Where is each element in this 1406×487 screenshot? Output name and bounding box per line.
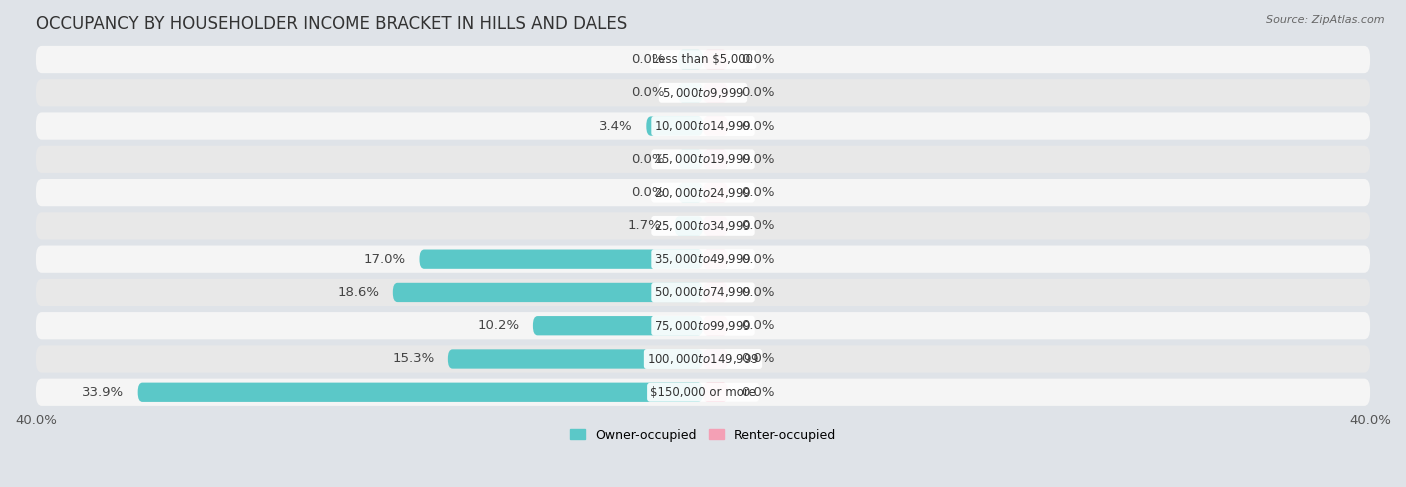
Text: $75,000 to $99,999: $75,000 to $99,999 xyxy=(654,318,752,333)
Text: 15.3%: 15.3% xyxy=(392,353,434,365)
FancyBboxPatch shape xyxy=(37,378,1369,406)
FancyBboxPatch shape xyxy=(703,83,728,102)
Text: 0.0%: 0.0% xyxy=(741,220,775,232)
Text: 0.0%: 0.0% xyxy=(631,186,665,199)
Text: Less than $5,000: Less than $5,000 xyxy=(652,53,754,66)
FancyBboxPatch shape xyxy=(392,283,703,302)
FancyBboxPatch shape xyxy=(533,316,703,336)
FancyBboxPatch shape xyxy=(678,50,703,69)
Text: $5,000 to $9,999: $5,000 to $9,999 xyxy=(662,86,744,100)
Text: $20,000 to $24,999: $20,000 to $24,999 xyxy=(654,186,752,200)
Text: 10.2%: 10.2% xyxy=(478,319,520,332)
Text: 17.0%: 17.0% xyxy=(364,253,406,266)
Text: 0.0%: 0.0% xyxy=(741,319,775,332)
Text: 0.0%: 0.0% xyxy=(741,353,775,365)
Text: $25,000 to $34,999: $25,000 to $34,999 xyxy=(654,219,752,233)
Text: 0.0%: 0.0% xyxy=(741,120,775,132)
Text: 1.7%: 1.7% xyxy=(627,220,661,232)
FancyBboxPatch shape xyxy=(37,279,1369,306)
Text: $50,000 to $74,999: $50,000 to $74,999 xyxy=(654,285,752,300)
FancyBboxPatch shape xyxy=(703,116,728,136)
Text: 0.0%: 0.0% xyxy=(631,86,665,99)
FancyBboxPatch shape xyxy=(675,216,703,236)
FancyBboxPatch shape xyxy=(703,50,728,69)
FancyBboxPatch shape xyxy=(703,283,728,302)
FancyBboxPatch shape xyxy=(678,183,703,202)
FancyBboxPatch shape xyxy=(678,150,703,169)
Text: $150,000 or more: $150,000 or more xyxy=(650,386,756,399)
Legend: Owner-occupied, Renter-occupied: Owner-occupied, Renter-occupied xyxy=(565,424,841,447)
FancyBboxPatch shape xyxy=(703,349,728,369)
Text: 0.0%: 0.0% xyxy=(741,386,775,399)
FancyBboxPatch shape xyxy=(37,245,1369,273)
FancyBboxPatch shape xyxy=(703,216,728,236)
FancyBboxPatch shape xyxy=(647,116,703,136)
Text: $35,000 to $49,999: $35,000 to $49,999 xyxy=(654,252,752,266)
Text: Source: ZipAtlas.com: Source: ZipAtlas.com xyxy=(1267,15,1385,25)
Text: $10,000 to $14,999: $10,000 to $14,999 xyxy=(654,119,752,133)
FancyBboxPatch shape xyxy=(703,383,728,402)
Text: $15,000 to $19,999: $15,000 to $19,999 xyxy=(654,152,752,167)
Text: 0.0%: 0.0% xyxy=(631,53,665,66)
Text: 0.0%: 0.0% xyxy=(741,153,775,166)
FancyBboxPatch shape xyxy=(678,83,703,102)
FancyBboxPatch shape xyxy=(419,249,703,269)
Text: 33.9%: 33.9% xyxy=(82,386,124,399)
FancyBboxPatch shape xyxy=(449,349,703,369)
FancyBboxPatch shape xyxy=(37,46,1369,73)
FancyBboxPatch shape xyxy=(703,150,728,169)
Text: 18.6%: 18.6% xyxy=(337,286,380,299)
Text: 0.0%: 0.0% xyxy=(631,153,665,166)
Text: 0.0%: 0.0% xyxy=(741,253,775,266)
FancyBboxPatch shape xyxy=(37,79,1369,107)
FancyBboxPatch shape xyxy=(703,316,728,336)
FancyBboxPatch shape xyxy=(37,179,1369,206)
Text: 0.0%: 0.0% xyxy=(741,53,775,66)
FancyBboxPatch shape xyxy=(138,383,703,402)
FancyBboxPatch shape xyxy=(37,112,1369,140)
FancyBboxPatch shape xyxy=(703,183,728,202)
Text: 0.0%: 0.0% xyxy=(741,186,775,199)
Text: OCCUPANCY BY HOUSEHOLDER INCOME BRACKET IN HILLS AND DALES: OCCUPANCY BY HOUSEHOLDER INCOME BRACKET … xyxy=(37,15,627,33)
FancyBboxPatch shape xyxy=(37,212,1369,240)
Text: 3.4%: 3.4% xyxy=(599,120,633,132)
FancyBboxPatch shape xyxy=(37,312,1369,339)
Text: 0.0%: 0.0% xyxy=(741,286,775,299)
FancyBboxPatch shape xyxy=(37,146,1369,173)
FancyBboxPatch shape xyxy=(37,345,1369,373)
Text: 0.0%: 0.0% xyxy=(741,86,775,99)
FancyBboxPatch shape xyxy=(703,249,728,269)
Text: $100,000 to $149,999: $100,000 to $149,999 xyxy=(647,352,759,366)
